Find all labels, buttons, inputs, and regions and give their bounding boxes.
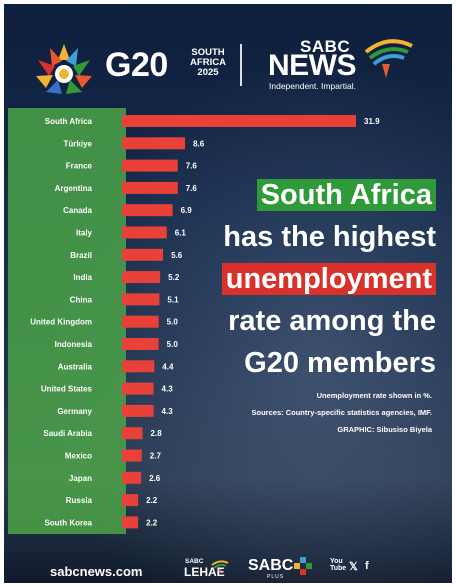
bar: [122, 404, 154, 417]
bar: [122, 159, 178, 172]
bar: [122, 471, 142, 484]
value-label: 2.6: [149, 474, 161, 483]
infographic-frame: G20 SOUTH AFRICA 2025 SABC NEWS Independ…: [4, 4, 452, 583]
g20-sub-line-3: 2025: [197, 67, 219, 78]
bar: [122, 315, 159, 328]
youtube-icon[interactable]: You Tube: [330, 558, 347, 572]
headline-line-5: G20 members: [244, 347, 436, 379]
value-label: 5.0: [167, 318, 179, 327]
headline-highlight-red: unemployment: [221, 263, 436, 295]
headline-line-2: has the highest: [223, 221, 436, 253]
value-label: 7.6: [186, 184, 198, 193]
bar: [122, 181, 178, 194]
headline-line-3: unemployment: [184, 258, 436, 300]
g20-title: G20: [105, 46, 168, 84]
value-label: 7.6: [186, 162, 198, 171]
bar: [122, 204, 173, 217]
bar: [122, 427, 143, 440]
category-label: South Africa: [45, 117, 93, 126]
bar: [122, 449, 142, 462]
value-label: 6.1: [175, 229, 187, 238]
value-label: 4.3: [162, 385, 174, 394]
header: G20 SOUTH AFRICA 2025 SABC NEWS Independ…: [4, 4, 452, 104]
value-label: 2.2: [146, 518, 158, 527]
category-label: South Korea: [44, 518, 92, 527]
category-label: United States: [41, 385, 93, 394]
bar: [122, 271, 161, 284]
value-label: 4.3: [162, 407, 174, 416]
category-label: Mexico: [65, 452, 92, 461]
category-label: Brazil: [70, 251, 92, 260]
value-label: 2.2: [146, 496, 158, 505]
sources-note: Sources: Country-specific statistics age…: [251, 408, 432, 417]
category-label: Canada: [63, 206, 92, 215]
category-label: Saudi Arabia: [43, 429, 92, 438]
footer-url[interactable]: sabcnews.com: [50, 564, 143, 579]
category-label: India: [73, 273, 92, 282]
headline-line-1: South Africa: [184, 174, 436, 216]
x-icon[interactable]: 𝕏: [349, 561, 358, 573]
bar: [122, 137, 186, 150]
value-label: 2.8: [151, 429, 163, 438]
category-label: Türkiye: [64, 139, 93, 148]
category-label: Russia: [66, 496, 93, 505]
category-label: Australia: [58, 362, 93, 371]
sabc-plus-subtext: PLUS: [267, 574, 285, 580]
lehae-rainbow-icon: [211, 560, 229, 573]
header-divider: [240, 44, 242, 86]
country-label-panel: [8, 108, 126, 534]
sabc-plus-logo-text: SABC: [248, 557, 294, 574]
bar: [122, 248, 164, 261]
value-label: 5.1: [167, 295, 179, 304]
headline: South Africa has the highest unemploymen…: [184, 174, 436, 384]
unemployment-bar-chart: South Africa 31.9 Türkiye 8.6 France 7.6 Argen…: [30, 115, 380, 529]
plus-cross-icon: [294, 557, 312, 575]
category-label: France: [66, 162, 93, 171]
category-label: Italy: [76, 229, 93, 238]
value-label: 6.9: [181, 206, 193, 215]
lehae-sabc-label: SABC: [185, 558, 204, 565]
news-wordmark: NEWS: [268, 49, 357, 82]
sabc-rainbow-icon: [364, 39, 413, 78]
value-label: 5.0: [167, 340, 179, 349]
g20-subtitle: SOUTH AFRICA 2025: [185, 48, 231, 78]
bar: [122, 382, 154, 395]
category-label: United Kingdom: [30, 318, 92, 327]
category-label: Argentina: [55, 184, 93, 193]
bar: [122, 360, 155, 373]
category-label: Germany: [57, 407, 92, 416]
g20-sub-line-2: AFRICA: [190, 57, 226, 68]
category-label: Japan: [69, 474, 92, 483]
value-label: 8.6: [193, 139, 205, 148]
g20-sub-line-1: SOUTH: [191, 47, 225, 58]
g20-flower-logo: [36, 44, 92, 94]
bar: [122, 293, 160, 306]
sabc-wordmark: SABC: [300, 37, 351, 56]
sabc-tagline: Independent. Impartial.: [269, 81, 356, 91]
bar: [122, 226, 167, 239]
bar: [122, 494, 139, 507]
bar: [122, 516, 139, 529]
value-label: 2.7: [150, 452, 162, 461]
category-label: China: [70, 295, 93, 304]
value-label: 4.4: [162, 362, 174, 371]
value-label: 5.2: [168, 273, 180, 282]
bar: [122, 115, 356, 127]
facebook-icon[interactable]: f: [365, 560, 369, 572]
category-label: Indonesia: [55, 340, 93, 349]
bar: [122, 338, 159, 350]
unit-note: Unemployment rate shown in %.: [316, 391, 432, 400]
headline-highlight-green: South Africa: [256, 179, 436, 211]
headline-line-4: rate among the: [228, 305, 436, 337]
value-label: 5.6: [171, 251, 183, 260]
value-label: 31.9: [364, 117, 380, 126]
graphic-credit: GRAPHIC: Sibusiso Biyela: [337, 425, 432, 434]
